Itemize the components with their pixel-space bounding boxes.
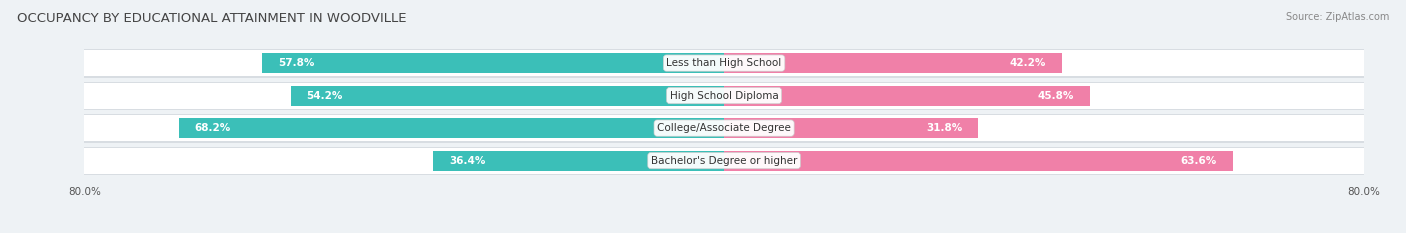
Bar [76, 147, 1372, 175]
Bar [433, 151, 724, 171]
Bar [179, 118, 724, 138]
Bar [76, 114, 1372, 143]
Bar [84, 82, 1364, 109]
Bar [724, 118, 979, 138]
Text: 45.8%: 45.8% [1038, 91, 1074, 101]
Bar [724, 86, 1090, 106]
Bar [84, 50, 1364, 76]
Text: 42.2%: 42.2% [1010, 58, 1046, 68]
Text: Less than High School: Less than High School [666, 58, 782, 68]
Text: 36.4%: 36.4% [449, 156, 485, 166]
Text: High School Diploma: High School Diploma [669, 91, 779, 101]
Bar [76, 49, 1372, 78]
Bar [84, 147, 1364, 174]
Bar [262, 53, 724, 73]
Text: Source: ZipAtlas.com: Source: ZipAtlas.com [1285, 12, 1389, 22]
Bar [724, 53, 1062, 73]
Text: 68.2%: 68.2% [194, 123, 231, 133]
Text: College/Associate Degree: College/Associate Degree [657, 123, 792, 133]
Text: Bachelor's Degree or higher: Bachelor's Degree or higher [651, 156, 797, 166]
Text: 63.6%: 63.6% [1181, 156, 1216, 166]
Text: OCCUPANCY BY EDUCATIONAL ATTAINMENT IN WOODVILLE: OCCUPANCY BY EDUCATIONAL ATTAINMENT IN W… [17, 12, 406, 25]
Bar [724, 151, 1233, 171]
Bar [291, 86, 724, 106]
Bar [76, 82, 1372, 110]
Text: 57.8%: 57.8% [278, 58, 315, 68]
Text: 31.8%: 31.8% [927, 123, 962, 133]
Text: 54.2%: 54.2% [307, 91, 343, 101]
Bar [84, 115, 1364, 141]
